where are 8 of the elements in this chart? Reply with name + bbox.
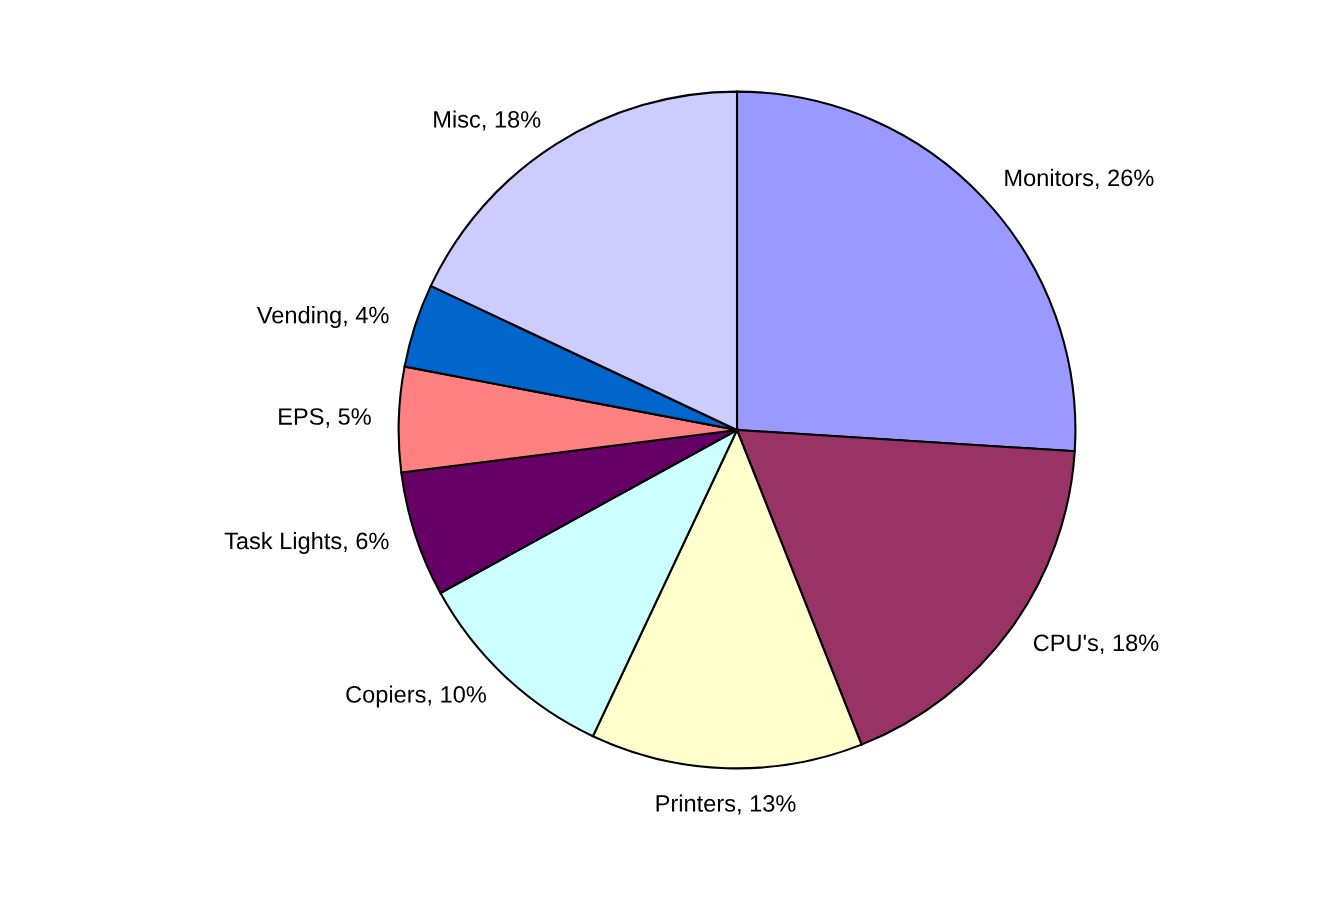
- slice-label: CPU's, 18%: [1033, 634, 1159, 654]
- slice-label: Copiers, 10%: [346, 685, 486, 708]
- slice-label: Printers, 13%: [656, 794, 796, 815]
- slice-label: Misc, 18%: [434, 110, 541, 131]
- slice-label: Task Lights, 6%: [224, 531, 389, 554]
- slice-label: EPS, 5%: [279, 408, 371, 428]
- slice-label: Vending, 4%: [256, 306, 389, 329]
- slice-label: Monitors, 26%: [1005, 168, 1154, 189]
